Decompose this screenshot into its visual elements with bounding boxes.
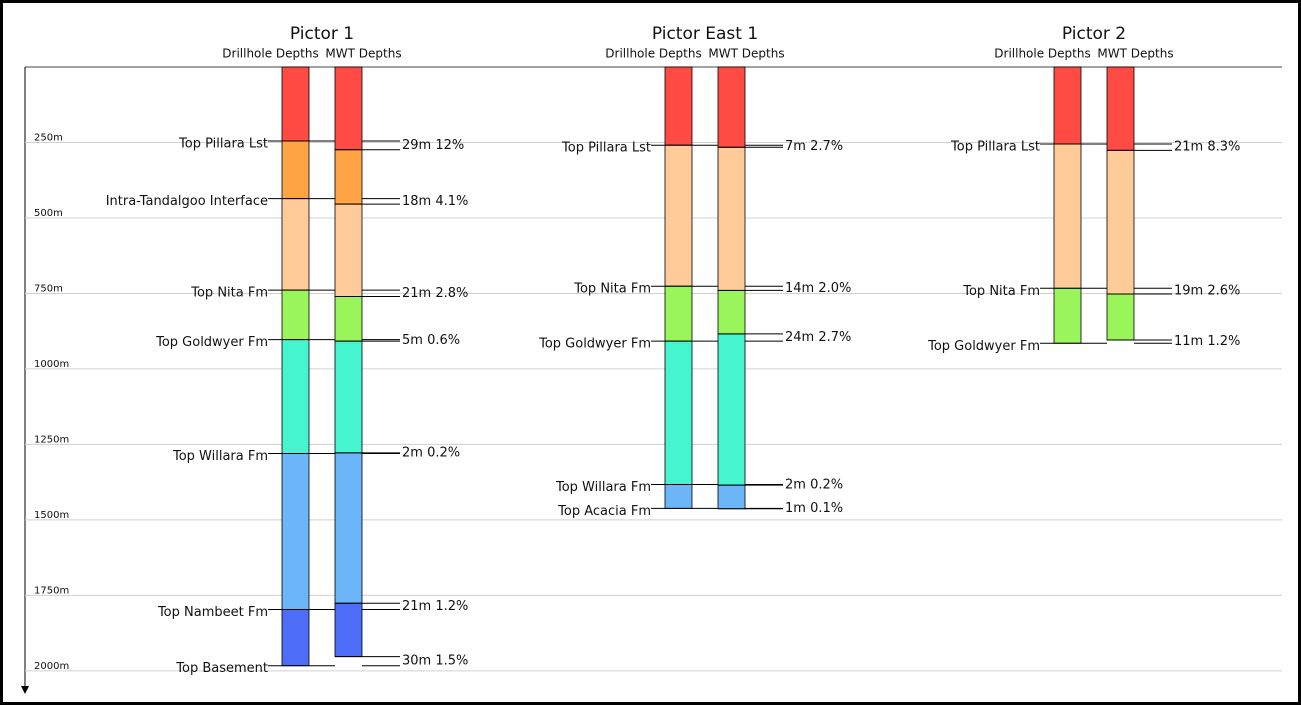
interval: [334, 296, 363, 342]
column-heading: MWT Depths: [708, 47, 784, 61]
well-title: Pictor 2: [1062, 24, 1126, 44]
y-tick-label: 250m: [34, 132, 63, 143]
top-name: Top Nita Fm: [962, 284, 1040, 299]
interval: [717, 484, 746, 510]
y-tick-label: 1500m: [34, 510, 69, 521]
interval: [281, 289, 310, 341]
depth-difference: 2m 0.2%: [785, 477, 843, 492]
top-name: Top Goldwyer Fm: [927, 339, 1040, 354]
top-name: Top Nambeet Fm: [157, 605, 268, 620]
depth-difference: 5m 0.6%: [402, 333, 460, 348]
interval: [664, 340, 693, 485]
interval: [717, 66, 746, 148]
interval: [1053, 287, 1082, 344]
depth-difference: 19m 2.6%: [1174, 284, 1240, 299]
depth-difference: 21m 2.8%: [402, 286, 468, 301]
interval: [281, 339, 310, 454]
column-heading: MWT Depths: [325, 47, 401, 61]
interval: [1053, 66, 1082, 145]
interval: [664, 484, 693, 509]
top-name: Top Basement: [175, 661, 268, 676]
interval: [334, 149, 363, 205]
depth-difference: 21m 1.2%: [402, 599, 468, 614]
interval: [1106, 66, 1135, 151]
interval: [281, 140, 310, 200]
column-heading: MWT Depths: [1097, 47, 1173, 61]
well-title: Pictor 1: [290, 24, 354, 44]
y-tick-label: 750m: [34, 283, 63, 294]
top-name: Top Pillara Lst: [178, 136, 268, 151]
interval: [1106, 149, 1135, 295]
column-heading: Drillhole Depths: [605, 47, 701, 61]
top-name: Top Goldwyer Fm: [538, 337, 651, 352]
depth-difference: 29m 12%: [402, 138, 464, 153]
interval: [717, 146, 746, 291]
interval: [664, 285, 693, 342]
interval: [334, 602, 363, 658]
depth-difference: 24m 2.7%: [785, 330, 851, 345]
column-heading: Drillhole Depths: [994, 47, 1090, 61]
interval: [664, 144, 693, 287]
y-tick-label: 1250m: [34, 434, 69, 445]
depth-difference: 30m 1.5%: [402, 654, 468, 669]
y-tick-label: 1000m: [34, 359, 69, 370]
axis-arrow: [21, 686, 29, 694]
depth-difference: 14m 2.0%: [785, 281, 851, 296]
depth-difference: 1m 0.1%: [785, 501, 843, 516]
interval: [334, 340, 363, 454]
y-tick-label: 1750m: [34, 585, 69, 596]
interval: [1053, 143, 1082, 289]
top-name: Intra-Tandalgoo Interface: [106, 194, 268, 209]
depth-difference: 18m 4.1%: [402, 194, 468, 209]
y-tick-label: 500m: [34, 208, 63, 219]
interval: [717, 333, 746, 486]
interval: [1106, 293, 1135, 341]
top-name: Top Nita Fm: [573, 282, 651, 297]
y-tick-label: 2000m: [34, 661, 69, 672]
interval: [334, 452, 363, 604]
top-name: Top Willara Fm: [172, 449, 268, 464]
top-name: Top Acacia Fm: [557, 504, 651, 519]
depth-difference: 21m 8.3%: [1174, 140, 1240, 155]
interval: [334, 203, 363, 297]
top-name: Top Pillara Lst: [561, 141, 651, 156]
top-name: Top Goldwyer Fm: [155, 335, 268, 350]
top-name: Top Pillara Lst: [950, 139, 1040, 154]
interval: [281, 198, 310, 291]
column-heading: Drillhole Depths: [222, 47, 318, 61]
depth-difference: 2m 0.2%: [402, 446, 460, 461]
top-name: Top Willara Fm: [555, 480, 651, 495]
interval: [664, 66, 693, 146]
interval: [717, 290, 746, 335]
well-title: Pictor East 1: [652, 24, 758, 44]
depth-difference: 11m 1.2%: [1174, 334, 1240, 349]
interval: [334, 66, 363, 151]
interval: [281, 453, 310, 610]
interval: [281, 609, 310, 667]
top-name: Top Nita Fm: [190, 286, 268, 301]
depth-difference: 7m 2.7%: [785, 139, 843, 154]
interval: [281, 66, 310, 142]
